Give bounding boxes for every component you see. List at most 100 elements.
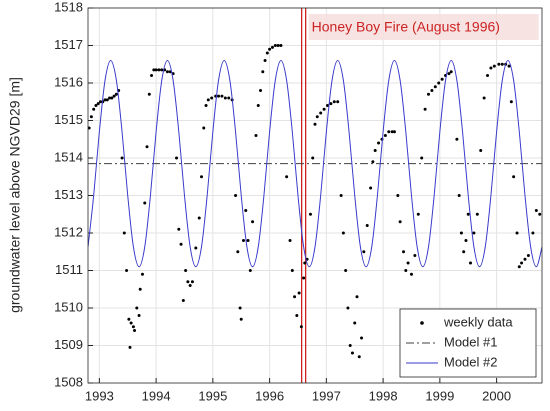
- data-point: [285, 175, 289, 179]
- data-point: [303, 261, 307, 265]
- legend-label: Model #2: [444, 354, 497, 369]
- data-point: [402, 250, 406, 254]
- x-tick-label: 1998: [369, 388, 398, 403]
- data-point: [288, 239, 292, 242]
- data-point: [108, 96, 112, 100]
- data-point: [152, 68, 156, 72]
- x-tick-label: 1996: [255, 388, 284, 403]
- x-tick-label: 1997: [312, 388, 341, 403]
- data-point: [179, 242, 183, 246]
- data-point: [157, 68, 161, 72]
- data-point: [220, 94, 224, 98]
- data-point: [523, 257, 527, 261]
- data-point: [165, 70, 169, 74]
- data-point: [387, 130, 391, 134]
- data-point: [360, 336, 364, 340]
- data-point: [265, 51, 269, 55]
- y-axis-label: groundwater level above NGVD29 [m]: [7, 77, 23, 313]
- data-point: [489, 66, 493, 70]
- data-point: [145, 145, 149, 149]
- data-point: [472, 231, 476, 235]
- data-point: [479, 149, 483, 152]
- data-point: [475, 212, 479, 216]
- data-point: [526, 254, 530, 257]
- data-point: [517, 265, 521, 269]
- data-point: [447, 72, 451, 76]
- data-point: [194, 246, 198, 250]
- x-tick-label: 1993: [85, 388, 114, 403]
- data-point: [455, 137, 459, 141]
- data-point: [369, 186, 373, 190]
- data-point: [409, 272, 413, 276]
- data-point: [279, 44, 283, 47]
- data-point: [140, 272, 144, 276]
- data-point: [420, 156, 424, 160]
- data-point: [396, 194, 400, 197]
- data-point: [398, 220, 402, 224]
- data-point: [96, 102, 100, 106]
- data-point: [137, 314, 141, 317]
- data-point: [256, 104, 260, 107]
- data-point: [512, 175, 516, 179]
- data-point: [515, 231, 519, 235]
- y-tick-label: 1515: [54, 112, 83, 127]
- y-tick-label: 1509: [54, 337, 83, 352]
- data-point: [468, 261, 472, 265]
- y-tick-label: 1511: [55, 262, 83, 277]
- data-point: [98, 100, 102, 104]
- data-point: [190, 280, 194, 284]
- data-point: [482, 96, 486, 100]
- data-point: [297, 291, 301, 295]
- data-point: [127, 317, 131, 321]
- data-point: [244, 209, 248, 212]
- data-point: [433, 85, 437, 89]
- data-point: [177, 227, 181, 231]
- data-point: [371, 160, 375, 164]
- data-point: [276, 44, 280, 47]
- y-tick-label: 1517: [54, 37, 83, 52]
- data-point: [154, 68, 158, 72]
- data-point: [290, 269, 294, 272]
- data-point: [486, 74, 490, 77]
- data-point: [147, 92, 151, 96]
- data-point: [248, 269, 252, 272]
- x-tick-label: 1995: [198, 388, 227, 403]
- data-point: [206, 98, 210, 102]
- data-point: [492, 64, 496, 68]
- data-point: [238, 306, 242, 310]
- data-point: [365, 224, 369, 227]
- legend-label: Model #1: [444, 334, 497, 349]
- data-point: [404, 269, 408, 272]
- data-point: [500, 62, 504, 66]
- data-point: [135, 306, 139, 310]
- data-point: [239, 317, 243, 321]
- legend-marker: [420, 321, 424, 325]
- data-point: [217, 94, 221, 98]
- data-point: [355, 295, 359, 299]
- data-point: [377, 141, 381, 145]
- axes-box: [87, 7, 543, 384]
- data-point: [311, 156, 315, 160]
- data-point: [315, 115, 319, 119]
- data-point: [200, 175, 203, 179]
- y-tick-label: 1512: [54, 224, 83, 239]
- data-point: [188, 284, 192, 287]
- data-point: [268, 47, 272, 51]
- data-point: [263, 59, 267, 62]
- data-point: [202, 126, 206, 130]
- data-point: [313, 122, 317, 126]
- y-tick-label: 1516: [54, 74, 83, 89]
- data-point: [430, 89, 434, 92]
- data-point: [234, 194, 238, 197]
- data-point: [322, 107, 326, 111]
- data-point: [128, 345, 132, 349]
- data-point: [89, 115, 93, 119]
- data-point: [261, 70, 265, 74]
- x-tick-label: 1994: [142, 388, 171, 403]
- data-point: [459, 231, 463, 235]
- data-point: [332, 100, 336, 104]
- data-point: [112, 94, 116, 98]
- data-point: [105, 98, 109, 102]
- y-tick-label: 1513: [54, 187, 83, 202]
